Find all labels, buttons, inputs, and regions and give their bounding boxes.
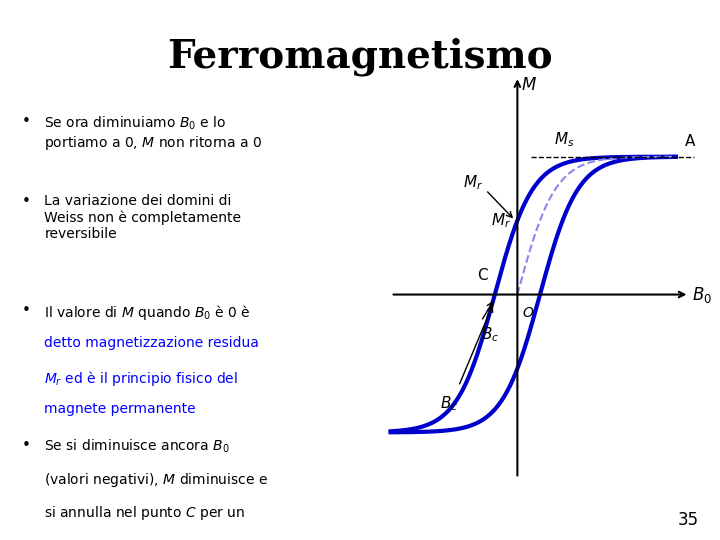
Text: $M_r$ ed è il principio fisico del: $M_r$ ed è il principio fisico del [45,369,238,388]
Text: $O$: $O$ [522,306,534,320]
Text: C: C [477,268,488,283]
Text: Se ora diminuiamo $B_0$ e lo
portiamo a 0, $M$ non ritorna a 0: Se ora diminuiamo $B_0$ e lo portiamo a … [45,114,263,152]
Text: •: • [22,302,31,318]
Text: Ferromagnetismo: Ferromagnetismo [167,38,553,76]
Text: campo di coercizione: campo di coercizione [0,539,1,540]
Text: detto magnetizzazione residua: detto magnetizzazione residua [0,539,1,540]
Text: 35: 35 [678,511,698,529]
Text: magnete permanente: magnete permanente [45,402,196,416]
Text: $M_r$: $M_r$ [490,211,510,230]
Text: valore del campo $B_c$ detto: valore del campo $B_c$ detto [0,539,1,540]
Text: $B_0$: $B_0$ [692,285,711,305]
Text: $M_s$: $M_s$ [554,130,574,149]
Text: $B_c$: $B_c$ [481,325,499,344]
Text: Se si diminuisce ancora $B_0$: Se si diminuisce ancora $B_0$ [45,438,230,455]
Text: $M_r$: $M_r$ [464,173,483,192]
Text: si annulla nel punto $C$ per un: si annulla nel punto $C$ per un [45,504,246,522]
Text: •: • [22,194,31,209]
Text: Il valore di $M$ quando $B_0$ è 0 è: Il valore di $M$ quando $B_0$ è 0 è [45,302,251,322]
Text: La variazione dei domini di
Weiss non è completamente
reversibile: La variazione dei domini di Weiss non è … [45,194,241,241]
Text: $M$: $M$ [521,76,537,94]
Text: (valori negativi), $M$ diminuisce e: (valori negativi), $M$ diminuisce e [45,471,269,489]
Text: $B_c$: $B_c$ [441,394,459,413]
Text: •: • [22,114,31,130]
Text: A: A [685,134,696,149]
Text: •: • [22,438,31,453]
Text: detto magnetizzazione residua: detto magnetizzazione residua [45,336,259,350]
